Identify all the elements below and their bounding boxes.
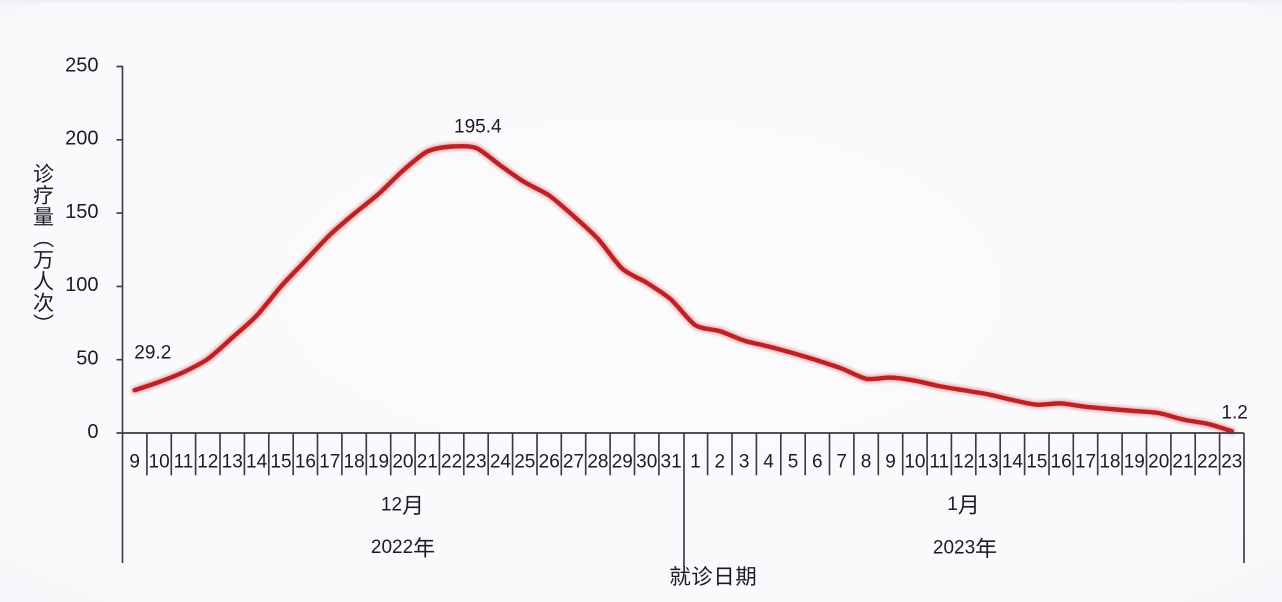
svg-text:19: 19: [1124, 452, 1145, 473]
svg-text:1.2: 1.2: [1221, 403, 1247, 424]
svg-text:17: 17: [319, 452, 340, 473]
svg-text:23: 23: [465, 452, 486, 473]
svg-text:5: 5: [788, 452, 799, 473]
svg-text:23: 23: [1221, 452, 1242, 473]
svg-text:30: 30: [636, 452, 657, 473]
svg-text:18: 18: [344, 452, 365, 473]
svg-text:29.2: 29.2: [134, 343, 171, 364]
svg-text:200: 200: [65, 128, 98, 150]
svg-text:19: 19: [368, 452, 389, 473]
svg-text:9: 9: [885, 452, 896, 473]
svg-text:16: 16: [1051, 452, 1072, 473]
svg-text:21: 21: [1172, 452, 1193, 473]
svg-text:150: 150: [65, 201, 98, 223]
svg-text:15: 15: [270, 452, 291, 473]
svg-text:1: 1: [690, 452, 701, 473]
svg-text:13: 13: [977, 452, 998, 473]
svg-text:9: 9: [129, 452, 140, 473]
svg-text:14: 14: [246, 452, 268, 473]
svg-text:25: 25: [514, 452, 535, 473]
svg-text:12: 12: [953, 452, 974, 473]
svg-text:2023: 2023: [933, 538, 975, 559]
svg-text:7: 7: [836, 452, 847, 473]
svg-text:12: 12: [381, 495, 402, 516]
svg-text:8: 8: [861, 452, 872, 473]
svg-text:16: 16: [295, 452, 316, 473]
svg-text:20: 20: [392, 452, 413, 473]
svg-text:20: 20: [1148, 452, 1169, 473]
svg-text:26: 26: [539, 452, 560, 473]
svg-text:15: 15: [1026, 452, 1047, 473]
svg-text:13: 13: [222, 452, 243, 473]
svg-text:10: 10: [149, 452, 170, 473]
svg-text:24: 24: [490, 452, 512, 473]
svg-text:21: 21: [417, 452, 438, 473]
svg-text:3: 3: [739, 452, 750, 473]
svg-text:27: 27: [563, 452, 584, 473]
svg-text:12: 12: [197, 452, 218, 473]
svg-text:2022: 2022: [371, 537, 413, 558]
svg-text:6: 6: [812, 452, 823, 473]
svg-text:10: 10: [904, 452, 925, 473]
svg-text:11: 11: [174, 452, 194, 473]
svg-text:31: 31: [661, 452, 682, 473]
svg-text:14: 14: [1002, 452, 1024, 473]
svg-text:28: 28: [587, 452, 608, 473]
svg-text:22: 22: [441, 452, 462, 473]
svg-text:11: 11: [929, 452, 949, 473]
svg-text:195.4: 195.4: [454, 117, 502, 138]
svg-text:1: 1: [947, 494, 958, 515]
svg-text:2: 2: [715, 452, 726, 473]
svg-text:50: 50: [76, 348, 98, 370]
svg-text:29: 29: [612, 452, 633, 473]
svg-text:17: 17: [1075, 452, 1096, 473]
svg-text:250: 250: [65, 54, 98, 76]
svg-text:4: 4: [763, 452, 774, 473]
svg-text:0: 0: [87, 421, 98, 443]
svg-text:22: 22: [1197, 452, 1218, 473]
svg-text:18: 18: [1099, 452, 1120, 473]
svg-text:100: 100: [65, 274, 98, 296]
